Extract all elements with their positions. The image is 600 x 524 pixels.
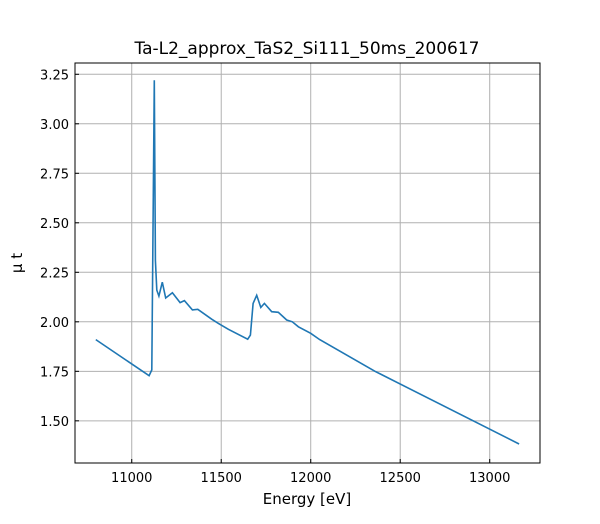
y-tick-label: 2.00 [40, 316, 69, 331]
y-axis-label: μ t [8, 253, 26, 273]
x-tick-label: 13000 [469, 471, 510, 486]
series-line [95, 80, 520, 445]
x-tick-label: 11500 [201, 471, 242, 486]
y-tick-label: 2.25 [40, 266, 69, 281]
y-tick-label: 3.25 [40, 68, 69, 83]
axes-frame [74, 62, 541, 464]
x-tick-label: 12500 [380, 471, 421, 486]
y-tick-label: 2.50 [40, 217, 69, 232]
chart-title: Ta-L2_approx_TaS2_Si111_50ms_200617 [134, 39, 480, 59]
y-tick-label: 1.75 [40, 365, 69, 380]
x-tick-label: 12000 [290, 471, 331, 486]
y-tick-label: 3.00 [40, 118, 69, 133]
x-axis-label: Energy [eV] [263, 490, 351, 508]
ticks: 11000 11500 12000 12500 13000 1.50 1.75 2.00 2.2… [40, 68, 510, 486]
y-tick-label: 2.75 [40, 167, 69, 182]
y-tick-label: 1.50 [40, 415, 69, 430]
x-tick-label: 11000 [111, 471, 152, 486]
grid [75, 63, 540, 463]
